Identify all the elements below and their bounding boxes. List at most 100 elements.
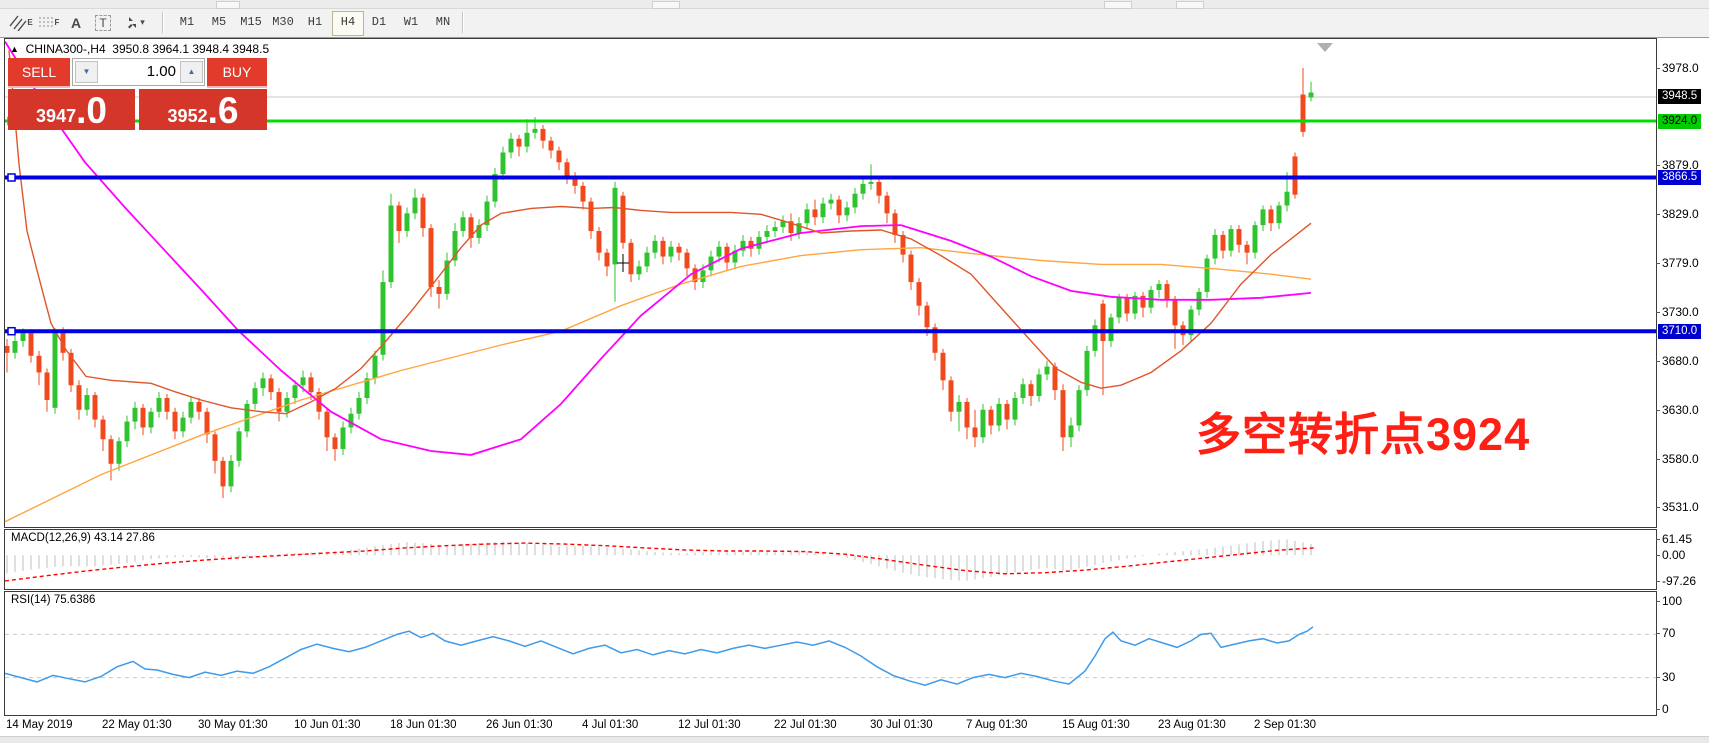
cropped-icon — [1176, 1, 1204, 9]
scale-tick — [1656, 410, 1660, 411]
text-label-tool-button[interactable]: A — [64, 11, 88, 34]
timeframe-D1[interactable]: D1 — [371, 15, 387, 29]
text-tool-button[interactable]: T — [90, 11, 116, 34]
price-badge: 3710.0 — [1658, 324, 1702, 339]
timeframe-M15[interactable]: M15 — [240, 15, 262, 29]
scale-tick — [1656, 581, 1660, 582]
price-badge: 3924.0 — [1658, 114, 1702, 129]
date-label: 18 Jun 01:30 — [390, 719, 457, 731]
scale-tick — [1656, 539, 1660, 540]
price-badge: 3866.5 — [1658, 170, 1702, 185]
cropped-icon — [652, 1, 680, 9]
price-tick-label: 3829.0 — [1662, 207, 1699, 221]
buy-price-frac: .6 — [207, 90, 239, 131]
timeframe-W1[interactable]: W1 — [403, 15, 419, 29]
arrows-tool-button[interactable]: ▾ — [118, 11, 152, 34]
toolbar-separator — [162, 12, 163, 33]
buy-price-int: 3952 — [167, 106, 208, 126]
date-label: 14 May 2019 — [6, 719, 73, 731]
timeframe-M30[interactable]: M30 — [272, 15, 294, 29]
price-tick-label: 3879.0 — [1662, 158, 1699, 172]
date-label: 2 Sep 01:30 — [1254, 719, 1317, 731]
status-strip — [0, 736, 1709, 743]
tool-letter: F — [54, 18, 60, 27]
candlestick-chart[interactable] — [5, 39, 1656, 527]
scale-tick — [1656, 677, 1660, 678]
macd-scale-label: -97.26 — [1662, 574, 1697, 588]
volume-spinner: ▼ 1.00 ▲ — [72, 58, 205, 86]
date-label: 22 May 01:30 — [102, 719, 172, 731]
price-chart-panel[interactable] — [4, 38, 1657, 528]
date-label: 30 May 01:30 — [198, 719, 268, 731]
timeframe-H4[interactable]: H4 — [332, 11, 364, 36]
one-click-trading-panel: SELL ▼ 1.00 ▲ BUY 3947.0 3952.6 — [8, 58, 267, 130]
macd-scale-label: 0.00 — [1662, 548, 1686, 562]
macd-chart[interactable] — [5, 530, 1656, 589]
macd-scale-label: 61.45 — [1662, 532, 1693, 546]
rsi-scale-label: 0 — [1662, 702, 1669, 716]
collapse-icon[interactable]: ▲ — [10, 44, 19, 54]
fibonacci-icon — [38, 17, 53, 26]
date-label: 26 Jun 01:30 — [486, 719, 553, 731]
symbol-timeframe: CHINA300-,H4 — [25, 42, 106, 56]
price-tick-label: 3531.0 — [1662, 500, 1699, 514]
scale-tick — [1656, 507, 1660, 508]
date-label: 10 Jun 01:30 — [294, 719, 361, 731]
cropped-icon — [216, 1, 240, 9]
scale-tick — [1656, 601, 1660, 602]
timeframe-H1[interactable]: H1 — [307, 15, 323, 29]
buy-button-label: BUY — [222, 64, 252, 80]
toolbar-separator — [462, 12, 463, 33]
volume-decrease-button[interactable]: ▼ — [75, 61, 98, 83]
macd-panel[interactable]: MACD(12,26,9) 43.14 27.86 — [4, 529, 1657, 590]
fibonacci-tool-button[interactable]: F — [36, 11, 62, 34]
sell-price-tile[interactable]: 3947.0 — [8, 89, 135, 130]
date-label: 4 Jul 01:30 — [582, 719, 639, 731]
price-tick-label: 3680.0 — [1662, 354, 1699, 368]
chevron-up-icon: ▲ — [187, 67, 196, 76]
sell-button-label: SELL — [21, 64, 57, 80]
chart-annotation-text: 多空转折点3924 — [1196, 409, 1531, 460]
scale-tick — [1656, 312, 1660, 313]
price-tick-label: 3630.0 — [1662, 403, 1699, 417]
macd-label: MACD(12,26,9) 43.14 27.86 — [11, 532, 155, 544]
scale-tick — [1656, 633, 1660, 634]
volume-increase-button[interactable]: ▲ — [180, 61, 203, 83]
scale-tick — [1656, 214, 1660, 215]
rsi-chart[interactable] — [5, 592, 1656, 715]
date-label: 15 Aug 01:30 — [1062, 719, 1130, 731]
cropped-toolbar-row — [0, 0, 1709, 9]
date-label: 7 Aug 01:30 — [966, 719, 1028, 731]
buy-price-tile[interactable]: 3952.6 — [139, 89, 267, 130]
sell-price-int: 3947 — [36, 106, 77, 126]
date-label: 23 Aug 01:30 — [1158, 719, 1226, 731]
timeframe-MN[interactable]: MN — [435, 15, 451, 29]
rsi-scale-label: 70 — [1662, 626, 1676, 640]
volume-input[interactable]: 1.00 — [146, 63, 176, 80]
toolbar: E F A T ▾ M1 M5 M15 M30 H1 H4 D1 W1 MN — [0, 9, 1709, 38]
chevron-down-icon: ▾ — [140, 17, 145, 27]
buy-button[interactable]: BUY — [207, 58, 267, 88]
tool-letter: E — [27, 18, 33, 27]
date-label: 22 Jul 01:30 — [774, 719, 837, 731]
ohlc-values: 3950.8 3964.1 3948.4 3948.5 — [112, 42, 270, 56]
equidistant-channel-icon — [9, 15, 27, 31]
price-tick-label: 3978.0 — [1662, 61, 1699, 75]
timeframe-M5[interactable]: M5 — [211, 15, 227, 29]
scale-tick — [1656, 459, 1660, 460]
date-label: 12 Jul 01:30 — [678, 719, 741, 731]
price-badge: 3948.5 — [1658, 89, 1702, 104]
price-tick-label: 3779.0 — [1662, 256, 1699, 270]
chevron-down-icon: ▼ — [82, 67, 91, 76]
rsi-panel[interactable]: RSI(14) 75.6386 — [4, 591, 1657, 716]
scale-tick — [1656, 165, 1660, 166]
scale-tick — [1656, 555, 1660, 556]
price-tick-label: 3580.0 — [1662, 452, 1699, 466]
equidistant-channel-tool-button[interactable]: E — [8, 11, 34, 34]
scale-tick — [1656, 263, 1660, 264]
rsi-scale-label: 30 — [1662, 670, 1676, 684]
scale-tick — [1656, 709, 1660, 710]
timeframe-M1[interactable]: M1 — [179, 15, 195, 29]
sell-button[interactable]: SELL — [8, 58, 70, 88]
sell-price-frac: .0 — [76, 90, 107, 131]
